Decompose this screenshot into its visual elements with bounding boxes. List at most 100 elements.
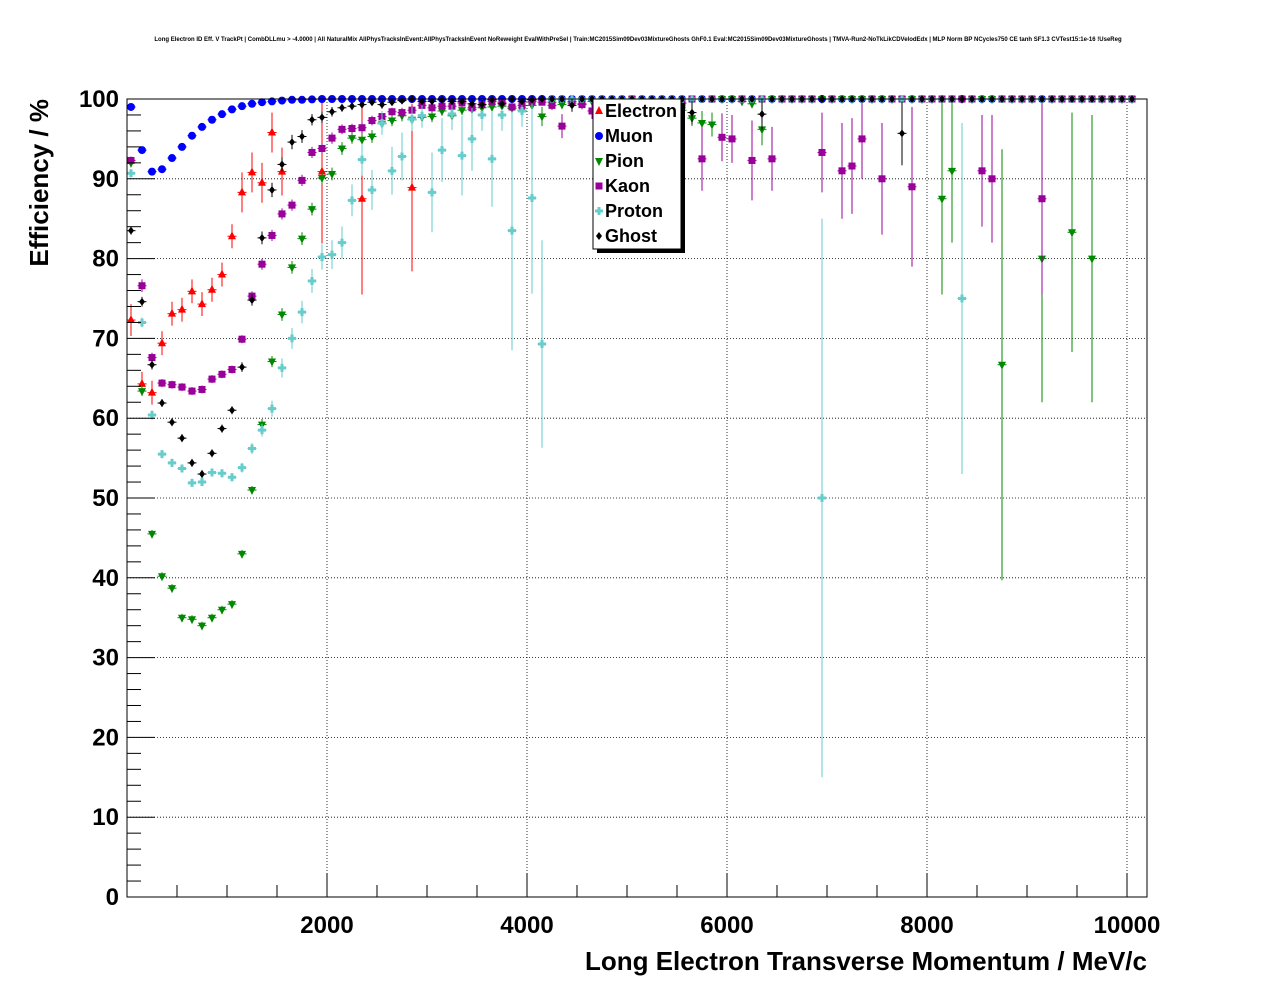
muon-point (197, 122, 207, 131)
proton-point (817, 218, 827, 778)
ghost-marker (359, 100, 365, 109)
pion-point (997, 149, 1007, 581)
proton-marker (408, 114, 416, 123)
pion-point (227, 600, 237, 610)
ghost-point (297, 130, 307, 143)
muon-marker (138, 146, 146, 155)
kaon-marker (428, 104, 436, 112)
pion-point (137, 386, 147, 397)
y-tick-label: 90 (92, 166, 119, 193)
kaon-point (987, 114, 997, 243)
kaon-marker (728, 135, 736, 143)
proton-point (317, 244, 327, 270)
ghost-marker (389, 98, 395, 107)
ghost-marker (439, 95, 445, 104)
kaon-marker (208, 375, 216, 383)
ghost-marker (239, 363, 245, 372)
kaon-point (327, 132, 337, 144)
ghost-marker (529, 95, 535, 104)
x-tick-label: 6000 (700, 912, 753, 939)
ghost-point (477, 99, 487, 110)
proton-marker (388, 166, 396, 175)
muon-marker (168, 154, 176, 163)
pion-legend-marker (595, 158, 603, 166)
kaon-marker (548, 101, 556, 109)
kaon-marker (348, 125, 356, 133)
ghost-point (317, 111, 327, 123)
y-tick-label: 0 (106, 884, 119, 911)
proton-legend-marker (595, 207, 603, 215)
legend-item-electron: Electron (595, 101, 677, 121)
ghost-point (187, 458, 197, 467)
pion-marker (148, 530, 156, 539)
kaon-point (197, 385, 207, 394)
pion-point (287, 260, 297, 274)
legend-box (592, 98, 682, 250)
proton-marker (478, 110, 486, 119)
electron-marker (268, 127, 276, 136)
proton-marker (218, 469, 226, 478)
kaon-point (257, 258, 267, 270)
ghost-point (197, 470, 207, 479)
kaon-point (367, 115, 377, 126)
kaon-marker (978, 167, 986, 175)
kaon-marker (158, 379, 166, 387)
ghost-marker (159, 399, 165, 408)
legend-label: Kaon (605, 176, 650, 196)
ghost-marker (319, 113, 325, 122)
kaon-marker (338, 125, 346, 133)
ghost-marker (259, 233, 265, 242)
pion-marker (278, 311, 286, 320)
pion-point (427, 110, 437, 123)
electron-point (217, 262, 227, 287)
pion-marker (538, 113, 546, 122)
proton-point (537, 240, 547, 448)
kaon-marker (718, 133, 726, 141)
electron-marker (127, 315, 135, 324)
ghost-point (337, 103, 347, 112)
ghost-marker (499, 99, 505, 108)
pion-marker (228, 601, 236, 610)
ghost-marker (569, 101, 575, 110)
legend-item-proton: Proton (595, 201, 663, 221)
legend-item-muon: Muon (595, 126, 653, 146)
y-tick-label: 100 (79, 86, 119, 113)
proton-marker (298, 308, 306, 317)
proton-point (307, 268, 317, 293)
kaon-marker (228, 366, 236, 374)
legend-label: Pion (605, 151, 644, 171)
kaon-marker (268, 231, 276, 239)
electron-marker (318, 166, 326, 175)
proton-point (467, 106, 477, 171)
chart-title: Long Electron ID Eff. V TrackPt | CombDL… (154, 37, 1122, 43)
ghost-marker (209, 449, 215, 458)
ghost-marker (349, 102, 355, 111)
electron-point (247, 152, 257, 193)
pion-marker (338, 145, 346, 154)
kaon-point (817, 112, 827, 193)
proton-point (487, 110, 497, 207)
proton-marker (127, 169, 135, 178)
kaon-marker (908, 183, 916, 191)
proton-marker (138, 318, 146, 327)
pion-marker (698, 119, 706, 128)
proton-point (207, 468, 217, 477)
electron-legend-marker (595, 106, 603, 114)
electron-marker (168, 308, 176, 317)
x-tick-label: 2000 (300, 912, 353, 939)
kaon-point (237, 335, 247, 344)
ghost-point (367, 98, 377, 107)
ghost-marker (169, 418, 175, 427)
proton-marker (158, 450, 166, 459)
axes: 0 10 20 30 40 50 60 70 80 90 100 2000 4000 6000 8000 10… (79, 86, 1160, 939)
ghost-point (467, 99, 477, 108)
pion-marker (268, 358, 276, 367)
ghost-marker (249, 296, 255, 305)
ghost-marker (149, 360, 155, 369)
pion-point (187, 615, 197, 625)
muon-point (247, 99, 257, 108)
muon-marker (258, 98, 266, 107)
ghost-point (307, 114, 317, 126)
pion-point (237, 549, 247, 559)
kaon-point (347, 123, 357, 134)
